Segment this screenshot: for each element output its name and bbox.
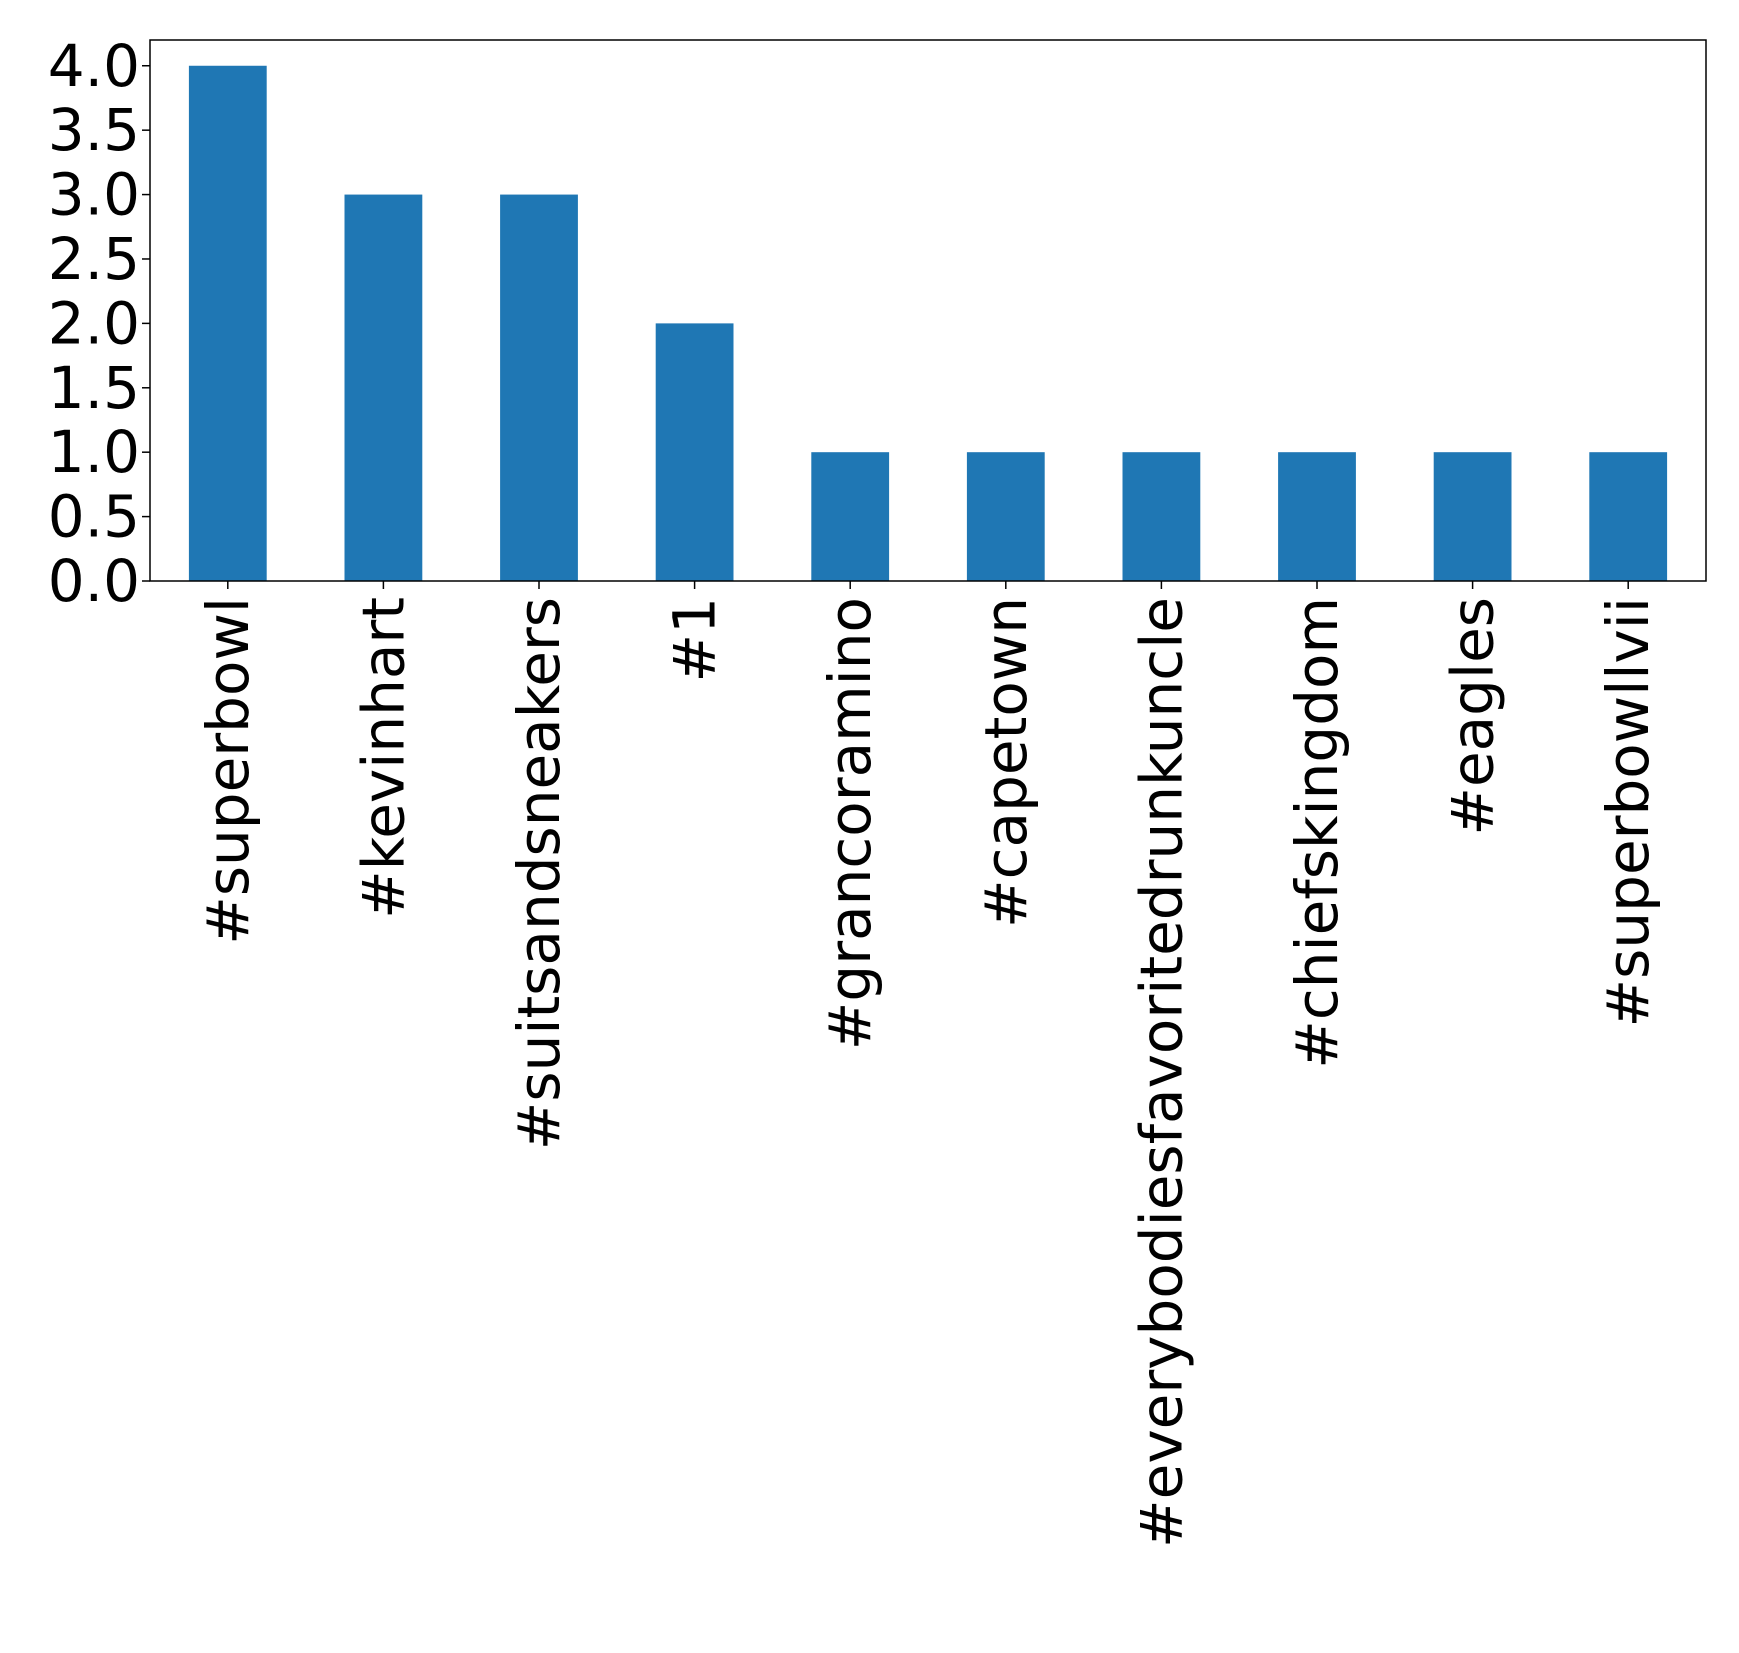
x-tick-label-8: #eagles: [1439, 597, 1507, 836]
plot-frame: [149, 39, 1707, 582]
bars-group: [188, 65, 1668, 582]
x-axis-ticks: #superbowl #kevinhart #suitsandsneakers #1 #…: [194, 581, 1662, 1548]
x-tick-label-4: #grancoramino: [816, 597, 884, 1050]
bar-8: [1433, 452, 1512, 581]
x-tick-label-0: #superbowl: [194, 597, 262, 945]
bar-5: [966, 452, 1045, 581]
y-tick-label-7: 3.5: [48, 96, 140, 164]
bar-6: [1122, 452, 1201, 581]
bar-1: [344, 194, 423, 582]
x-tick-label-2: #suitsandsneakers: [505, 597, 573, 1150]
y-tick-label-6: 3.0: [48, 161, 140, 229]
x-tick-label-1: #kevinhart: [349, 597, 417, 919]
y-tick-label-5: 2.5: [48, 225, 140, 293]
y-tick-label-3: 1.5: [48, 354, 140, 422]
bar-7: [1278, 452, 1356, 581]
x-tick-label-7: #chiefskingdom: [1283, 597, 1351, 1069]
y-tick-label-0: 0.0: [48, 547, 140, 615]
bar-2: [500, 194, 578, 582]
x-tick-label-5: #capetown: [972, 597, 1040, 928]
y-tick-label-1: 0.5: [48, 483, 140, 551]
bar-3: [655, 323, 734, 581]
x-tick-label-6: #everybodiesfavoritedrunkuncle: [1127, 597, 1195, 1548]
bar-0: [188, 65, 267, 581]
bar-4: [811, 452, 890, 581]
x-tick-label-3: #1: [661, 597, 729, 683]
x-tick-label-9: #superbowllvii: [1594, 597, 1662, 1027]
y-tick-label-4: 2.0: [48, 289, 140, 357]
bar-9: [1589, 452, 1668, 581]
y-tick-label-2: 1.0: [48, 418, 140, 486]
y-tick-label-8: 4.0: [48, 32, 140, 100]
y-axis-ticks: 0.00.51.01.52.02.53.03.54.0: [48, 32, 150, 615]
